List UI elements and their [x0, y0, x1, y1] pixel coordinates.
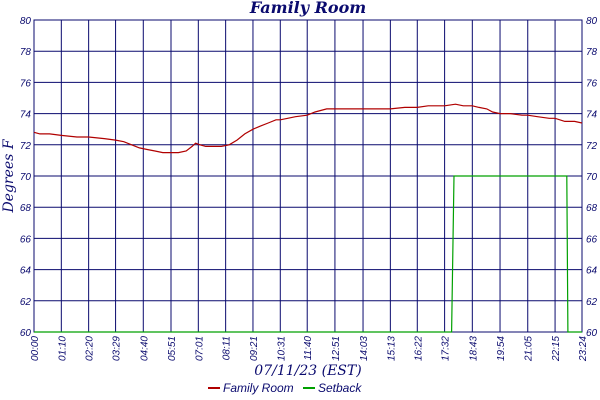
x-tick-label: 15:13	[386, 336, 397, 361]
y-tick-label-left: 60	[20, 328, 32, 339]
y-tick-label-left: 62	[20, 297, 32, 308]
x-tick-label: 18:43	[468, 336, 479, 361]
x-tick-label: 05:51	[167, 336, 178, 361]
x-tick-label: 03:29	[112, 336, 123, 361]
x-tick-label: 04:40	[139, 336, 150, 361]
x-tick-label: 07:01	[194, 336, 205, 361]
y-axis-label: Degrees F	[1, 138, 17, 213]
y-tick-label-right: 60	[586, 328, 598, 339]
y-tick-label-left: 78	[20, 47, 32, 58]
y-tick-label-right: 66	[586, 234, 598, 245]
x-tick-label: 08:11	[222, 336, 233, 360]
y-tick-label-left: 66	[20, 234, 32, 245]
x-tick-label: 16:22	[413, 336, 424, 361]
y-tick-label-right: 64	[586, 266, 598, 277]
x-tick-label: 10:31	[276, 336, 287, 361]
y-tick-label-right: 72	[586, 141, 598, 152]
legend: Family Room Setback	[208, 381, 362, 395]
y-tick-label-left: 64	[20, 266, 32, 277]
legend-item-setback-label: Setback	[318, 381, 362, 395]
y-tick-label-right: 74	[586, 110, 598, 121]
y-tick-label-left: 70	[20, 172, 32, 183]
y-tick-label-left: 76	[20, 78, 32, 89]
x-tick-label: 11:40	[303, 336, 314, 361]
x-tick-label: 23:24	[578, 336, 589, 362]
x-tick-label: 14:03	[359, 336, 370, 361]
tick-labels: 60 60 62 62 64 64 66 66 68 68 70 70 72 72 74 74 76 76 78 78…	[20, 16, 598, 362]
y-tick-label-right: 70	[586, 172, 598, 183]
x-tick-label: 01:10	[57, 336, 68, 361]
series-group	[33, 103, 583, 333]
legend-item-family-room-label: Family Room	[223, 381, 294, 395]
x-tick-label: 09:21	[249, 336, 260, 361]
x-tick-label: 17:32	[441, 336, 452, 361]
x-tick-label: 12:51	[331, 336, 342, 361]
x-tick-label: 02:20	[85, 336, 96, 361]
y-tick-label-right: 68	[586, 203, 598, 214]
y-tick-label-left: 74	[20, 110, 32, 121]
x-tick-label: 22:15	[551, 336, 562, 362]
y-tick-label-right: 80	[586, 16, 598, 27]
chart-title: Family Room	[249, 0, 366, 17]
y-tick-label-left: 80	[20, 16, 32, 27]
grid	[33, 19, 583, 333]
x-axis-label: 07/11/23 (EST)	[254, 363, 361, 379]
y-tick-label-right: 62	[586, 297, 598, 308]
series-line-setback	[34, 175, 582, 333]
x-tick-label: 00:00	[30, 336, 41, 361]
y-tick-label-right: 76	[586, 78, 598, 89]
y-tick-label-left: 72	[20, 141, 32, 152]
series-line-family-room	[33, 103, 583, 154]
x-tick-label: 21:05	[524, 336, 535, 362]
y-tick-label-left: 68	[20, 203, 32, 214]
y-tick-label-right: 78	[586, 47, 598, 58]
x-tick-label: 19:54	[496, 336, 507, 361]
